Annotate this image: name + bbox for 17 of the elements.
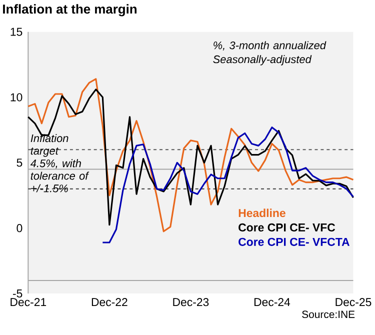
x-tick-label: Dec-24: [254, 298, 290, 306]
text: Headline: [238, 208, 286, 217]
source-note: Source:INE: [302, 310, 355, 318]
y-tick-label: 15: [10, 28, 22, 36]
x-tick-label: Dec-23: [173, 298, 209, 306]
y-tick-label: 10: [10, 93, 22, 102]
chart-title: Inflation at the margin: [3, 4, 136, 16]
y-tick-label: 0: [16, 224, 22, 232]
text: %, 3-month annualized Seasonally-adjusted: [213, 41, 326, 66]
x-tick-label: Dec-22: [92, 298, 128, 306]
ref-line-label: Inflation target 4.5%, with tolerance of +/-1.5%: [30, 134, 90, 192]
x-tick-label: Dec-25: [336, 298, 372, 306]
y-tick-label: -5: [12, 289, 22, 298]
text: Core CPI CE- VFC: [238, 223, 336, 232]
y-tick-label: 5: [16, 158, 22, 167]
text: Core CPI CE- VFCTA: [238, 238, 350, 246]
x-tick-label: Dec-21: [10, 298, 46, 306]
